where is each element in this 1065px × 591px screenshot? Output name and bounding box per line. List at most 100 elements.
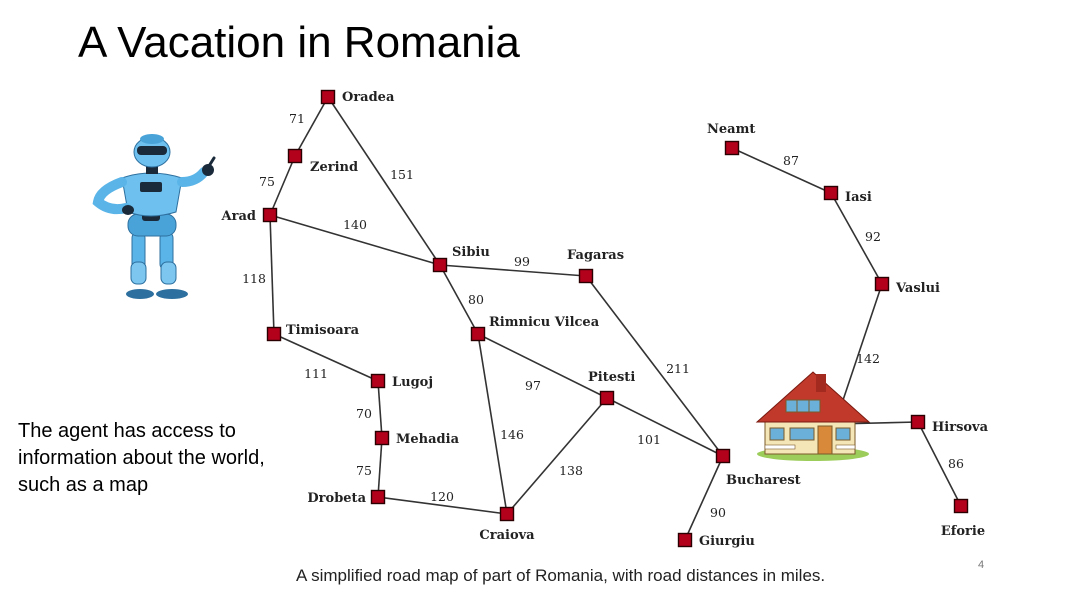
- city-label-arad: Arad: [221, 209, 256, 224]
- city-hirsova: Hirsova: [910, 414, 989, 435]
- city-lugoj: Lugoj: [370, 373, 433, 390]
- city-label-lugoj: Lugoj: [392, 375, 433, 390]
- city-drobeta: Drobeta: [307, 489, 386, 506]
- city-label-pitesti: Pitesti: [588, 370, 635, 385]
- city-node-neamt: [724, 140, 740, 156]
- distance-label-zerind-arad: 75: [259, 174, 275, 189]
- distance-label-arad-sibiu: 140: [343, 217, 367, 232]
- distance-label-fagaras-bucharest: 211: [666, 361, 690, 376]
- road-oradea-sibiu: [327, 96, 441, 266]
- city-fagaras: Fagaras: [567, 248, 624, 284]
- road-arad-timisoara: [269, 214, 275, 335]
- city-vaslui: Vaslui: [874, 276, 940, 296]
- city-eforie: Eforie: [941, 498, 985, 539]
- distance-label-sibiu-rimnicu: 80: [468, 292, 484, 307]
- distance-label-lugoj-mehadia: 70: [356, 406, 372, 421]
- city-node-mehadia: [374, 430, 390, 446]
- city-label-zerind: Zerind: [310, 160, 358, 175]
- city-label-rimnicu: Rimnicu Vilcea: [489, 315, 600, 330]
- city-label-iasi: Iasi: [845, 190, 872, 205]
- distance-label-drobeta-craiova: 120: [430, 489, 454, 504]
- city-label-vaslui: Vaslui: [895, 281, 940, 296]
- distance-label-oradea-zerind: 71: [289, 111, 305, 126]
- road-lugoj-mehadia: [377, 380, 383, 439]
- road-timisoara-lugoj: [273, 333, 379, 382]
- city-sibiu: Sibiu: [432, 245, 490, 273]
- road-fagaras-bucharest: [585, 275, 724, 457]
- city-label-bucharest: Bucharest: [726, 473, 801, 488]
- city-iasi: Iasi: [823, 185, 872, 205]
- road-sibiu-rimnicu: [439, 264, 479, 335]
- city-label-oradea: Oradea: [342, 90, 395, 105]
- city-node-eforie: [953, 498, 969, 514]
- distance-label-sibiu-fagaras: 99: [514, 254, 530, 269]
- road-bucharest-giurgiu: [684, 455, 724, 541]
- distance-label-neamt-iasi: 87: [783, 153, 799, 168]
- house-icon: [755, 371, 871, 461]
- distance-label-craiova-pitesti: 138: [559, 463, 583, 478]
- city-node-bucharest: [715, 448, 731, 464]
- road-hirsova-eforie: [917, 421, 962, 507]
- distance-label-vaslui-urziceni: 142: [856, 351, 880, 366]
- city-label-craiova: Craiova: [479, 528, 535, 543]
- distance-label-rimnicu-pitesti: 97: [525, 378, 541, 393]
- city-node-iasi: [823, 185, 839, 201]
- city-label-drobeta: Drobeta: [307, 491, 366, 506]
- road-drobeta-craiova: [377, 496, 508, 515]
- city-node-giurgiu: [677, 532, 693, 548]
- distance-label-bucharest-giurgiu: 90: [710, 505, 726, 520]
- city-mehadia: Mehadia: [374, 430, 460, 447]
- distance-label-oradea-sibiu: 151: [390, 167, 414, 182]
- city-label-mehadia: Mehadia: [396, 432, 460, 447]
- road-pitesti-bucharest: [606, 397, 724, 457]
- distance-label-rimnicu-craiova: 146: [500, 427, 524, 442]
- city-node-zerind: [287, 148, 303, 164]
- city-label-neamt: Neamt: [707, 122, 755, 137]
- city-node-rimnicu: [470, 326, 486, 342]
- city-rimnicu: Rimnicu Vilcea: [470, 315, 600, 342]
- road-neamt-iasi: [731, 147, 832, 194]
- distance-label-timisoara-lugoj: 111: [304, 366, 328, 381]
- road-oradea-zerind: [294, 96, 329, 157]
- city-node-fagaras: [578, 268, 594, 284]
- page-number: 4: [978, 559, 985, 571]
- distance-label-mehadia-drobeta: 75: [356, 463, 372, 478]
- city-craiova: Craiova: [479, 506, 535, 543]
- city-timisoara: Timisoara: [266, 323, 360, 342]
- slide-title: A Vacation in Romania: [78, 18, 520, 67]
- city-node-craiova: [499, 506, 515, 522]
- distance-label-iasi-vaslui: 92: [865, 229, 881, 244]
- map-caption: A simplified road map of part of Romania…: [296, 566, 826, 585]
- road-mehadia-drobeta: [377, 437, 383, 498]
- city-node-hirsova: [910, 414, 926, 430]
- city-arad: Arad: [221, 207, 278, 224]
- city-node-oradea: [320, 89, 336, 105]
- city-node-sibiu: [432, 257, 448, 273]
- road-rimnicu-craiova: [477, 333, 508, 515]
- city-oradea: Oradea: [320, 89, 395, 105]
- road-arad-sibiu: [269, 214, 441, 266]
- city-bucharest: Bucharest: [715, 448, 801, 488]
- city-zerind: Zerind: [287, 148, 358, 175]
- city-neamt: Neamt: [707, 122, 755, 156]
- city-giurgiu: Giurgiu: [677, 532, 755, 549]
- agent-description: The agent has access to information abou…: [18, 420, 265, 496]
- city-label-sibiu: Sibiu: [452, 245, 490, 260]
- road-craiova-pitesti: [506, 397, 608, 515]
- road-zerind-arad: [269, 155, 296, 216]
- city-label-eforie: Eforie: [941, 524, 985, 539]
- city-node-lugoj: [370, 373, 386, 389]
- city-node-pitesti: [599, 390, 615, 406]
- city-node-timisoara: [266, 326, 282, 342]
- city-node-arad: [262, 207, 278, 223]
- distance-labels-layer: 71 75 151 140 118 111 70 75 120 99 80 146 97 138 101 21…: [242, 111, 964, 520]
- cities-layer: Oradea Zerind Arad Timisoara Lugoj Mehadia Dro…: [221, 89, 989, 549]
- robot-icon: [92, 134, 216, 299]
- road-iasi-vaslui: [830, 192, 883, 285]
- road-rimnicu-pitesti: [477, 333, 608, 399]
- city-label-giurgiu: Giurgiu: [699, 534, 755, 549]
- distance-label-pitesti-bucharest: 101: [637, 432, 661, 447]
- city-node-vaslui: [874, 276, 890, 292]
- city-label-fagaras: Fagaras: [567, 248, 624, 263]
